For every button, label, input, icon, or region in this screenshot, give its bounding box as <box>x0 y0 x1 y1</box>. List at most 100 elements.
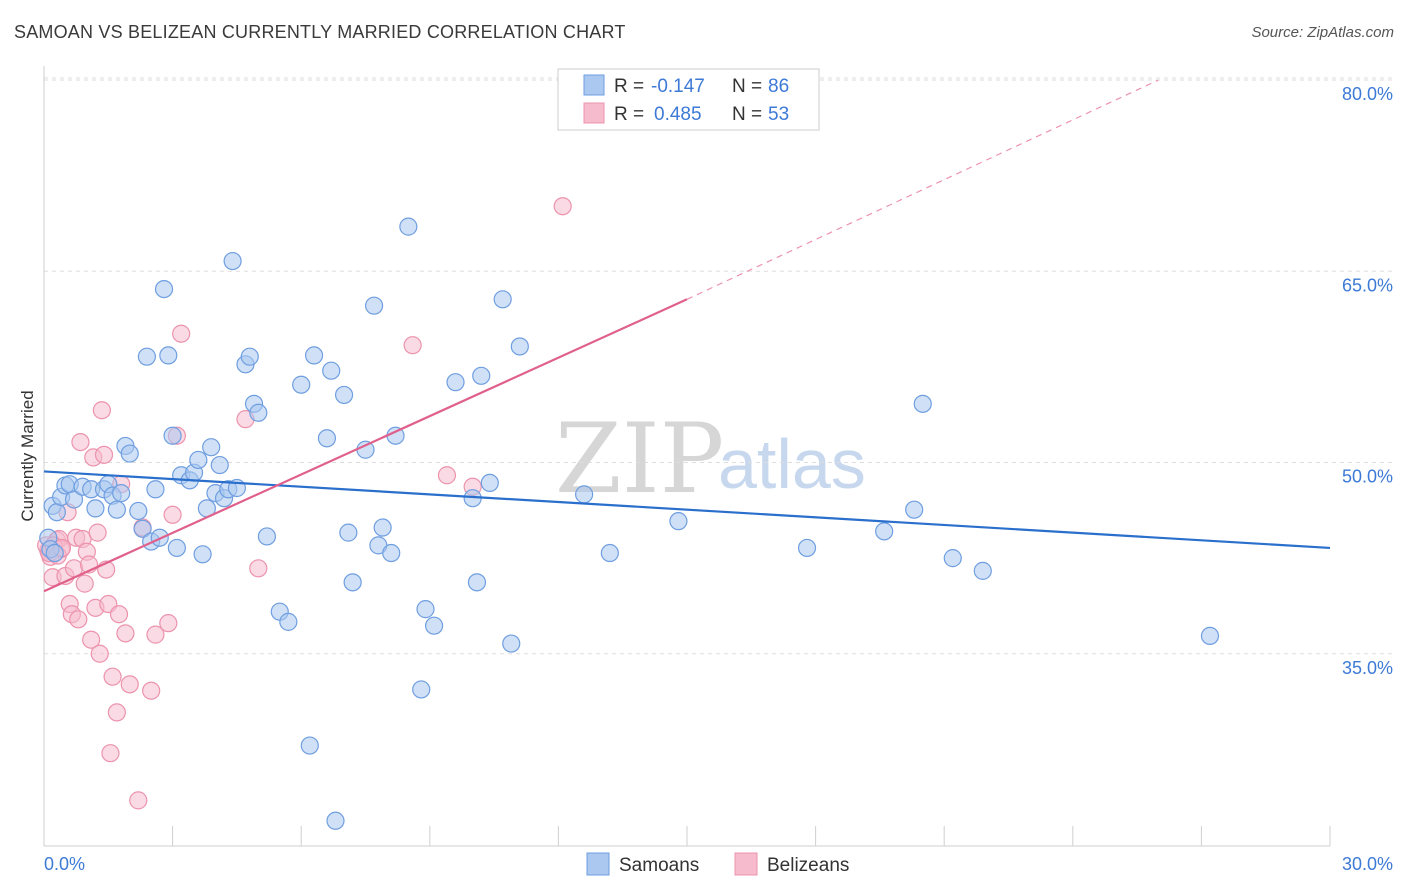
belizeans-point-27 <box>101 744 120 763</box>
samoans-point-42 <box>249 403 268 422</box>
samoans-point-43 <box>257 527 277 546</box>
samoans-point-77 <box>875 522 894 541</box>
source-label: Source: ZipAtlas.com <box>1251 24 1394 41</box>
legend-belizeans-n-value: 53 <box>768 104 789 125</box>
x-tick-label-0: 0.0% <box>44 854 85 874</box>
samoans-point-71 <box>502 634 521 653</box>
y-tick-label-1: 50.0% <box>1342 467 1393 487</box>
samoans-point-62 <box>412 680 431 699</box>
samoans-point-56 <box>364 296 384 315</box>
samoans-point-68 <box>472 366 491 385</box>
samoans-point-52 <box>334 385 354 405</box>
samoans-point-17 <box>133 519 152 538</box>
bottom-legend-belizeans: Belizeans <box>767 855 849 876</box>
samoans-point-30 <box>193 545 212 564</box>
samoans-point-80 <box>943 549 962 568</box>
legend-swatch-samoans <box>583 74 605 96</box>
y-tick-label-0: 35.0% <box>1342 658 1393 678</box>
samoans-point-29 <box>189 450 208 470</box>
samoans-point-64 <box>424 616 444 635</box>
belizeans-point-15 <box>75 574 94 593</box>
belizeans-point-34 <box>129 791 148 810</box>
x-tick-label-1: 30.0% <box>1342 854 1393 874</box>
samoans-point-34 <box>210 455 229 475</box>
legend-swatch-belizeans <box>583 102 605 124</box>
legend-belizeans-n-label: N = <box>732 104 762 125</box>
samoans-point-58 <box>373 518 392 537</box>
belizeans-point-43 <box>249 559 268 578</box>
samoans-point-73 <box>575 485 594 504</box>
samoans-point-74 <box>600 543 619 563</box>
samoans-point-1 <box>47 503 66 522</box>
samoans-point-49 <box>317 429 337 448</box>
belizeans-point-37 <box>146 625 165 644</box>
samoans-point-23 <box>159 346 178 365</box>
legend-samoans-n-label: N = <box>732 76 762 97</box>
samoans-point-70 <box>493 290 512 309</box>
samoans-point-54 <box>343 573 362 592</box>
samoans-point-76 <box>797 538 817 558</box>
samoans-point-67 <box>467 573 487 592</box>
bottom-legend-samoans: Samoans <box>619 855 699 876</box>
x-tick-labels: 0.0% 30.0% <box>44 854 1393 874</box>
samoans-point-53 <box>339 523 358 542</box>
belizeans-point-33 <box>120 675 139 694</box>
belizeans-point-24 <box>94 445 114 464</box>
correlation-legend: R = -0.147 N = 86 R = 0.485 N = 53 <box>557 68 820 131</box>
belizeans-point-44 <box>403 336 422 355</box>
samoans-point-40 <box>240 347 259 366</box>
samoans-point-8 <box>86 499 105 518</box>
belizeans-point-32 <box>116 624 135 643</box>
samoans-point-16 <box>129 501 148 521</box>
samoans-point-22 <box>154 280 174 299</box>
legend-belizeans-r-label: R = <box>614 104 644 125</box>
belizeans-point-45 <box>437 466 457 485</box>
legend-belizeans-r-value: 0.485 <box>654 104 702 125</box>
samoans-point-32 <box>202 438 221 457</box>
samoans-point-81 <box>973 561 992 580</box>
y-tick-labels: 35.0% 50.0% 65.0% 80.0% <box>1342 84 1393 678</box>
belizeans-point-12 <box>69 610 88 629</box>
series-legend: Samoans Belizeans <box>586 852 849 876</box>
samoans-point-5 <box>64 490 84 509</box>
samoans-trend-line <box>43 470 1331 550</box>
samoans-point-12 <box>107 500 126 519</box>
samoans-point-18 <box>137 347 156 366</box>
belizeans-point-36 <box>142 681 161 700</box>
samoans-point-59 <box>382 543 401 563</box>
belizeans-trend-line <box>43 298 688 593</box>
chart-title: SAMOAN VS BELIZEAN CURRENTLY MARRIED COR… <box>14 22 626 42</box>
belizeans-point-30 <box>109 605 129 624</box>
axes <box>43 66 1331 847</box>
samoans-point-47 <box>300 736 319 755</box>
samoans-point-50 <box>322 361 341 380</box>
bottom-legend-swatch-samoans <box>586 852 610 876</box>
samoans-point-46 <box>292 375 311 394</box>
samoans-point-78 <box>905 500 924 519</box>
samoans-point-15 <box>120 444 139 463</box>
samoans-point-69 <box>480 473 499 492</box>
samoans-point-63 <box>416 600 435 619</box>
samoans-point-75 <box>669 512 688 531</box>
legend-samoans-r-label: R = <box>614 76 644 97</box>
samoans-point-24 <box>163 426 182 445</box>
samoans-point-61 <box>399 217 418 236</box>
samoans-point-72 <box>510 337 529 356</box>
belizeans-trend-extension <box>686 79 1159 300</box>
samoans-point-13 <box>112 484 131 503</box>
belizeans-point-13 <box>71 433 90 452</box>
y-axis-label: Currently Married <box>18 390 37 521</box>
watermark-atlas: atlas <box>718 425 866 503</box>
belizeans-point-23 <box>92 401 111 420</box>
belizeans-point-22 <box>90 644 109 663</box>
belizeans-point-21 <box>88 523 107 542</box>
samoans-point-55 <box>356 440 375 459</box>
samoans-point-85 <box>45 543 64 563</box>
trend-lines <box>43 79 1331 593</box>
samoans-point-37 <box>223 251 242 271</box>
samoans-points <box>39 217 1220 830</box>
samoans-point-82 <box>1200 626 1220 646</box>
samoans-point-79 <box>913 394 932 413</box>
belizeans-point-18 <box>82 630 101 649</box>
